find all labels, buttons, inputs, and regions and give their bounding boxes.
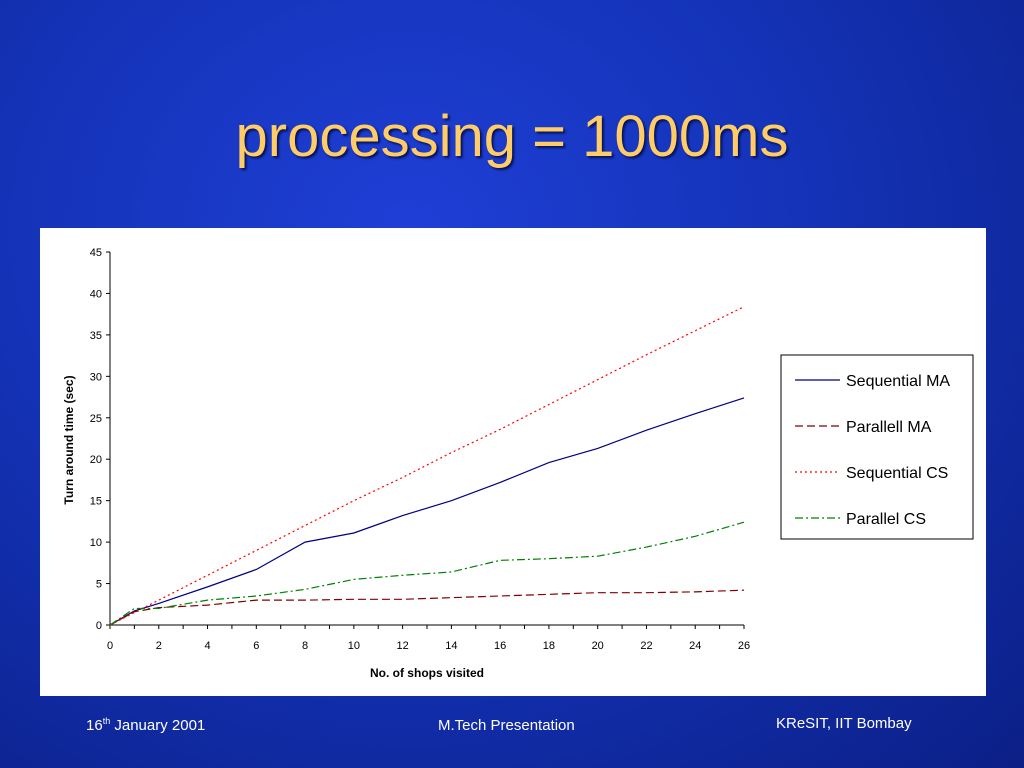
x-axis-title: No. of shops visited bbox=[370, 666, 484, 680]
footer-date-suffix: th bbox=[102, 716, 111, 726]
legend-label: Sequential CS bbox=[846, 465, 948, 482]
y-tick-label: 0 bbox=[96, 620, 102, 632]
x-tick-label: 4 bbox=[204, 640, 210, 652]
x-tick-label: 10 bbox=[348, 640, 360, 652]
y-tick-label: 30 bbox=[90, 371, 102, 383]
y-axis-title: Turn around time (sec) bbox=[62, 375, 76, 504]
chart-axes bbox=[109, 252, 744, 626]
x-tick-label: 22 bbox=[640, 640, 652, 652]
y-tick-label: 35 bbox=[90, 330, 102, 342]
footer-right: KReSIT, IIT Bombay bbox=[776, 715, 912, 732]
y-tick-label: 40 bbox=[90, 288, 102, 300]
legend-label: Sequential MA bbox=[846, 373, 950, 390]
footer-date-rest: January 2001 bbox=[110, 717, 206, 734]
x-tick-label: 8 bbox=[302, 640, 308, 652]
chart-series bbox=[109, 306, 745, 626]
y-tick-label: 25 bbox=[90, 413, 102, 425]
chart-legend: Sequential MA Parallell MA Sequential CS Pa… bbox=[780, 354, 974, 540]
x-tick-label: 6 bbox=[253, 640, 259, 652]
x-axis-ticks: 0 2 4 6 8 10 12 14 16 18 20 22 24 26 bbox=[107, 625, 750, 652]
chart-panel: 0 5 10 15 20 25 30 35 40 45 0 2 4 6 8 10 12 14 16 18 20 22 24… bbox=[40, 228, 986, 696]
y-tick-label: 15 bbox=[90, 496, 102, 508]
y-tick-label: 10 bbox=[90, 537, 102, 549]
y-tick-label: 5 bbox=[96, 579, 102, 591]
x-tick-label: 16 bbox=[494, 640, 506, 652]
y-tick-label: 45 bbox=[90, 247, 102, 259]
x-tick-label: 18 bbox=[543, 640, 555, 652]
series-line-sequential-ma bbox=[109, 397, 745, 626]
y-axis-ticks: 0 5 10 15 20 25 30 35 40 45 bbox=[90, 247, 110, 632]
x-tick-label: 12 bbox=[396, 640, 408, 652]
x-tick-label: 24 bbox=[689, 640, 701, 652]
legend-label: Parallel CS bbox=[846, 511, 926, 528]
slide-title: processing = 1000ms bbox=[235, 104, 789, 169]
y-tick-label: 20 bbox=[90, 454, 102, 466]
footer-center: M.Tech Presentation bbox=[438, 717, 575, 734]
x-tick-label: 26 bbox=[738, 640, 750, 652]
legend-label: Parallell MA bbox=[846, 419, 932, 436]
x-tick-label: 14 bbox=[445, 640, 457, 652]
x-tick-label: 20 bbox=[592, 640, 604, 652]
footer-date: 16th January 2001 bbox=[86, 716, 205, 734]
series-line-sequential-cs bbox=[109, 306, 745, 626]
footer-date-day: 16 bbox=[86, 717, 103, 734]
series-line-parallell-ma bbox=[109, 589, 745, 626]
x-tick-label: 2 bbox=[156, 640, 162, 652]
x-tick-label: 0 bbox=[107, 640, 113, 652]
legend-box bbox=[780, 354, 974, 540]
series-line-parallel-cs bbox=[109, 521, 745, 626]
